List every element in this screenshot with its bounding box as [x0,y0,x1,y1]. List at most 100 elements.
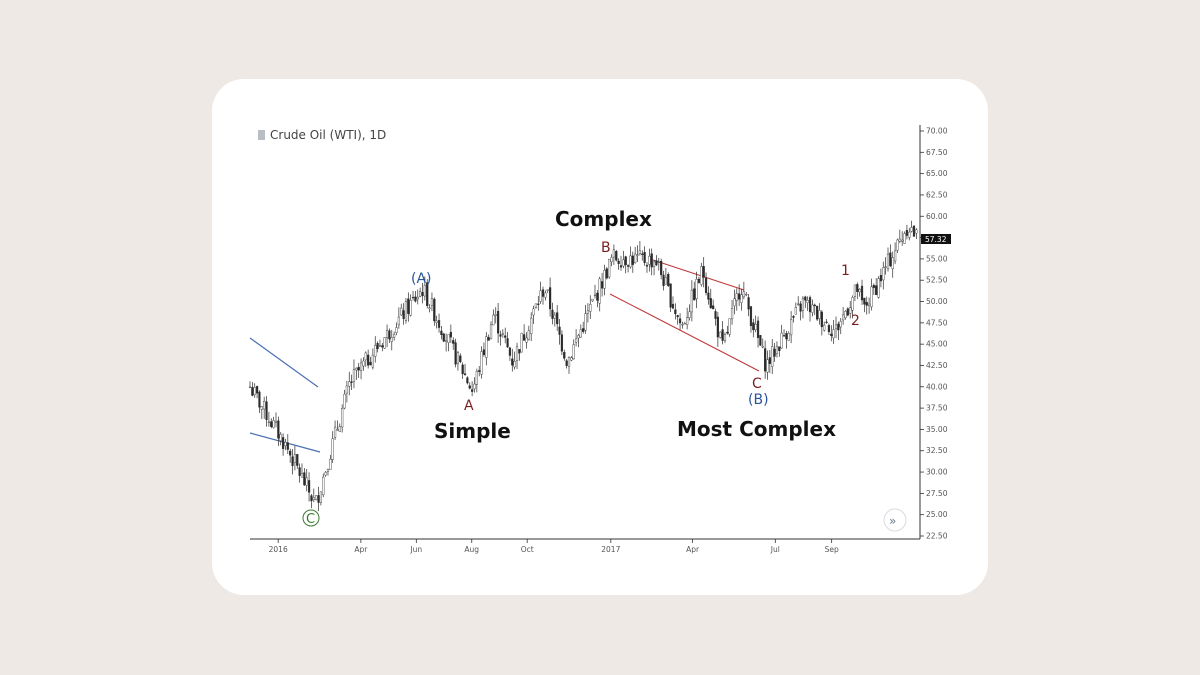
price-candle [293,454,296,463]
price-candle [823,324,826,331]
price-candle [582,328,585,332]
x-tick-label: 2017 [601,545,620,554]
price-candle [471,389,474,392]
chart-title: Crude Oil (WTI), 1D [270,128,386,142]
price-candle [860,285,864,301]
price-candle [749,306,753,327]
y-tick-label: 60.00 [926,212,948,221]
price-candle [593,294,597,297]
price-candle [303,472,306,486]
x-tick-label: Aug [464,545,479,554]
price-candle [381,345,384,348]
y-tick-label: 30.00 [926,468,948,477]
price-candle [780,332,783,349]
price-candle [549,287,552,310]
price-candle [768,357,771,364]
price-candle [903,233,906,244]
price-candle [634,253,637,263]
price-candle [494,314,497,316]
price-candle [331,438,334,460]
price-candle [395,327,398,333]
price-candle [267,421,271,423]
price-candle [409,300,412,316]
price-candle [352,369,356,382]
price-candle [700,266,703,285]
price-candle [820,311,823,328]
price-candle [338,426,341,432]
complex-label: Complex [555,207,652,231]
price-candle [742,291,745,298]
price-candle [397,316,400,326]
price-candle [362,360,365,367]
price-candle [461,364,464,375]
price-candle [610,257,613,262]
price-candle [747,297,750,310]
y-tick-label: 65.00 [926,169,948,178]
price-candle [870,286,873,308]
price-candle [416,296,419,300]
y-tick-label: 55.00 [926,254,948,263]
price-candle [296,454,299,466]
price-candle [333,426,337,438]
price-candle [544,292,547,298]
price-candle [272,420,275,428]
price-candle [468,385,471,389]
price-candle [626,265,630,267]
y-tick-label: 37.50 [926,404,948,413]
price-candle [912,225,916,237]
price-candle [608,258,611,278]
price-candle [615,250,618,261]
price-candle [348,381,351,387]
price-candle [286,442,289,450]
price-candle [688,311,691,318]
price-candle [808,297,812,313]
price-candle [463,373,467,376]
price-candle [735,293,738,301]
y-tick-label: 42.50 [926,361,948,370]
price-candle [915,229,918,234]
price-candle [766,359,769,373]
x-tick-label: Apr [354,545,368,554]
price-candle [882,267,885,281]
price-candle [423,285,426,297]
price-candle [714,311,717,319]
price-candle [754,324,757,330]
price-candle [645,264,649,267]
price-candle [329,458,332,470]
price-candle [863,297,866,305]
price-candle [712,305,715,310]
price-candle [499,334,502,337]
price-candle [702,266,705,278]
simple-label: Simple [434,419,511,443]
price-candle [579,329,582,338]
price-candle [567,357,571,367]
price-candle [497,310,500,334]
price-candle [697,278,701,283]
price-candle [355,367,358,371]
price-candle [624,256,627,266]
price-candle [842,314,845,321]
price-candle [598,278,601,304]
price-candle [454,342,457,365]
price-candle [322,476,325,496]
price-candle [281,437,285,449]
price-candle [539,290,542,302]
price-candle [532,308,535,316]
price-candle [414,296,417,302]
y-tick-label: 62.50 [926,190,948,199]
scroll-to-latest-button[interactable]: » [883,508,907,532]
price-candle [657,261,660,264]
price-candle [506,338,509,348]
price-candle [489,324,493,340]
y-tick-label: 50.00 [926,297,948,306]
price-candle [411,296,415,299]
price-candle [513,361,516,368]
price-candle [374,345,377,357]
price-candle [818,310,821,319]
price-candle [728,318,731,335]
price-candle [787,333,790,341]
price-candle [849,307,852,314]
price-candle [910,227,913,232]
chart-card: Crude Oil (WTI), 1D 70.00 67.50 65.00 62.50… [212,79,988,595]
price-candle [669,283,672,308]
